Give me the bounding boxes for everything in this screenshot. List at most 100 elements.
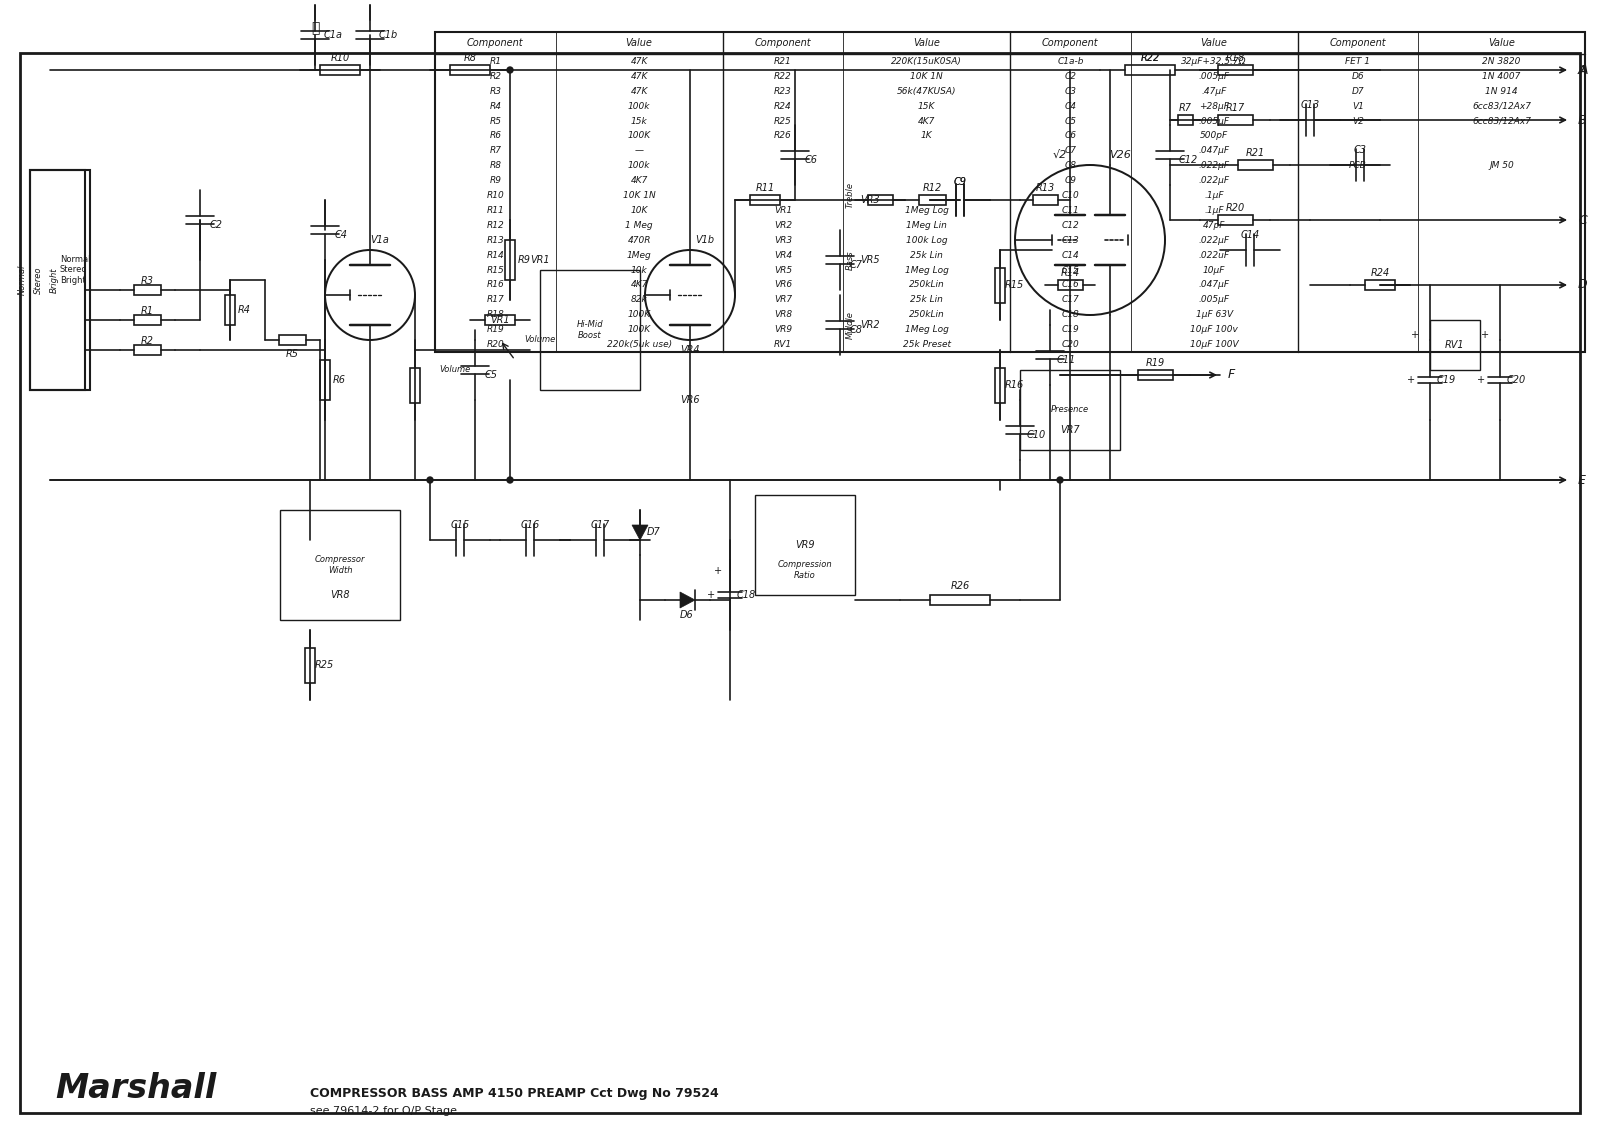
Text: 10k: 10k [630,265,648,274]
Text: C18: C18 [1061,310,1080,319]
Text: +: + [1482,330,1490,339]
Text: R1: R1 [141,306,154,315]
Text: R19: R19 [486,325,504,334]
Text: C19: C19 [1437,375,1456,385]
Text: 500pF: 500pF [1200,131,1229,141]
Text: C20: C20 [1506,375,1526,385]
Text: R26: R26 [950,581,970,591]
Text: R10: R10 [486,191,504,200]
Text: C16: C16 [1061,280,1080,289]
Text: 100k: 100k [627,161,650,170]
Text: 470R: 470R [627,235,651,245]
Text: Normal: Normal [18,265,27,295]
Text: R24: R24 [774,102,792,111]
Text: 6cc83/12Ax7: 6cc83/12Ax7 [1472,117,1531,126]
Text: R21: R21 [1245,147,1264,158]
Text: C4: C4 [1064,102,1077,111]
Text: R5: R5 [286,349,299,359]
Text: C10: C10 [1061,191,1080,200]
Text: —: — [635,146,643,155]
Bar [755,495,854,596]
Text: C13: C13 [1301,99,1320,110]
Text: 1Meg: 1Meg [627,250,651,259]
Text: C5: C5 [1064,117,1077,126]
Bar [541,270,640,390]
Text: R2: R2 [490,72,501,81]
Text: C17: C17 [590,520,610,530]
Text: R5: R5 [490,117,501,126]
Text: R9: R9 [517,255,531,265]
Circle shape [507,67,514,73]
Text: 4K7: 4K7 [630,280,648,289]
Text: 10μF: 10μF [1203,265,1226,274]
Text: 47K: 47K [630,87,648,96]
Text: +: + [714,566,722,576]
Text: C1a: C1a [323,30,342,40]
Text: C17: C17 [1061,295,1080,304]
Text: Middle: Middle [845,311,854,339]
Text: R9: R9 [490,176,501,185]
Text: 10μF 100v: 10μF 100v [1190,325,1238,334]
Text: Normal
Stereo
Bright: Normal Stereo Bright [61,255,91,285]
Text: VR1: VR1 [490,315,510,325]
Text: VR3: VR3 [774,235,792,245]
Text: D6: D6 [680,610,694,620]
Text: Component: Component [467,38,523,48]
Text: +28μF: +28μF [1198,102,1229,111]
Text: 1N 914: 1N 914 [1485,87,1518,96]
Bar [1032,195,1058,205]
Text: R12: R12 [923,183,942,193]
Text: VR9: VR9 [774,325,792,334]
Bar [30,170,90,390]
Text: Hi-Mid
Boost: Hi-Mid Boost [576,320,603,339]
Text: C5: C5 [485,370,498,379]
Text: 10K 1N: 10K 1N [910,72,942,81]
Text: R25: R25 [314,660,334,670]
Text: R13: R13 [486,235,504,245]
Text: R11: R11 [755,183,774,193]
Bar [134,285,162,295]
Bar [278,335,306,345]
Text: C11: C11 [1056,355,1075,365]
Text: D: D [1578,279,1587,291]
Text: VR8: VR8 [774,310,792,319]
Text: 25k Lin: 25k Lin [910,295,942,304]
Text: R23: R23 [774,87,792,96]
Text: VR5: VR5 [861,255,880,265]
Text: Value: Value [914,38,941,48]
Circle shape [507,477,514,483]
Bar [1021,370,1120,450]
Text: R12: R12 [486,221,504,230]
Text: 82k: 82k [630,295,648,304]
Text: VR3: VR3 [861,195,880,205]
Text: FET 1: FET 1 [1346,57,1370,66]
Text: ⏚: ⏚ [310,21,318,35]
Text: .1μF: .1μF [1205,191,1224,200]
Text: 15k: 15k [630,117,648,126]
Bar [1125,65,1174,75]
Text: R22: R22 [1141,53,1160,63]
Text: VR2: VR2 [774,221,792,230]
Text: VR2: VR2 [861,320,880,330]
Text: R14: R14 [1061,267,1080,278]
Text: R6: R6 [490,131,501,141]
Text: E: E [1578,473,1586,487]
Text: Compression
Ratio: Compression Ratio [778,560,832,580]
Text: C: C [1578,214,1587,226]
Text: C7: C7 [1064,146,1077,155]
Bar [30,170,85,390]
Text: C4: C4 [334,230,347,240]
Text: Volume: Volume [525,336,555,344]
Text: D7: D7 [1352,87,1365,96]
Text: Compressor
Width: Compressor Width [315,555,365,575]
Text: .47μF: .47μF [1202,87,1227,96]
Bar [506,240,515,280]
Text: C12: C12 [1061,221,1080,230]
Text: 10μF 100V: 10μF 100V [1190,341,1238,349]
Text: V26: V26 [1109,150,1131,160]
Text: 15K: 15K [918,102,936,111]
Text: R19: R19 [1146,358,1165,368]
Text: Value: Value [626,38,653,48]
Text: R11: R11 [486,206,504,215]
Text: R22: R22 [774,72,792,81]
